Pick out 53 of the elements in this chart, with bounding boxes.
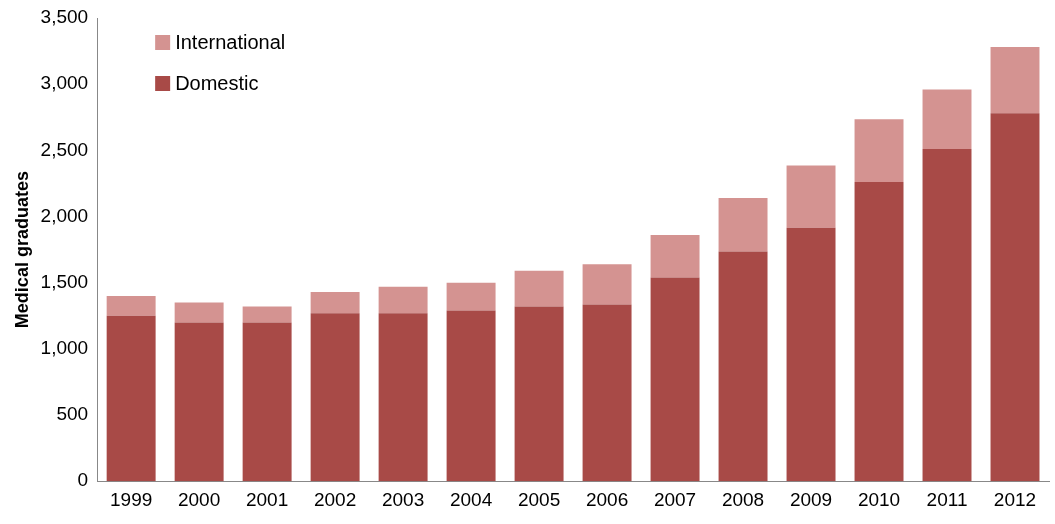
bar bbox=[174, 302, 224, 323]
bar bbox=[378, 286, 428, 314]
x-tick-label: 2005 bbox=[517, 488, 561, 510]
bar bbox=[650, 277, 700, 482]
bar bbox=[242, 322, 292, 482]
y-tick-label: 2,500 bbox=[40, 138, 89, 160]
bar bbox=[106, 295, 156, 316]
x-tick-label: 2010 bbox=[857, 488, 901, 510]
bar bbox=[514, 270, 564, 307]
bar bbox=[922, 149, 972, 482]
y-tick-label: 1,500 bbox=[40, 270, 89, 292]
x-tick-label: 2003 bbox=[381, 488, 425, 510]
bar bbox=[174, 322, 224, 482]
x-tick-label: 2008 bbox=[721, 488, 765, 510]
y-tick-label: 3,000 bbox=[40, 72, 89, 94]
y-tick-label: 3,500 bbox=[40, 6, 89, 28]
x-tick-label: 2004 bbox=[449, 488, 493, 510]
bar bbox=[786, 165, 836, 228]
x-tick-label: 2001 bbox=[245, 488, 289, 510]
bar bbox=[990, 47, 1040, 114]
x-tick-label: 2000 bbox=[177, 488, 221, 510]
x-tick-label: 2007 bbox=[653, 488, 697, 510]
bar bbox=[242, 306, 292, 323]
y-tick-label: 0 bbox=[77, 469, 89, 491]
bar bbox=[582, 304, 632, 482]
x-tick-label: 2011 bbox=[926, 488, 968, 510]
bar bbox=[378, 313, 428, 482]
bar bbox=[718, 197, 768, 252]
y-tick-label: 2,000 bbox=[40, 204, 89, 226]
y-tick-label: 1,000 bbox=[40, 337, 89, 359]
y-tick-label: 500 bbox=[56, 403, 89, 425]
bar bbox=[922, 89, 972, 150]
x-tick-label: 2009 bbox=[789, 488, 833, 510]
bar bbox=[650, 235, 700, 278]
bar bbox=[582, 264, 632, 305]
x-tick-label: 2002 bbox=[313, 488, 357, 510]
bar bbox=[854, 182, 904, 482]
x-tick-label: 1999 bbox=[110, 488, 153, 510]
bar bbox=[514, 306, 564, 482]
bar bbox=[786, 227, 836, 482]
bar bbox=[446, 282, 496, 311]
x-tick-label: 2012 bbox=[993, 488, 1037, 510]
bar bbox=[310, 313, 360, 482]
bar bbox=[310, 291, 360, 314]
legend-label: International bbox=[175, 30, 286, 53]
bar bbox=[990, 113, 1040, 482]
bar bbox=[854, 119, 904, 183]
x-tick-label: 2006 bbox=[585, 488, 629, 510]
bar bbox=[446, 310, 496, 482]
bar bbox=[718, 251, 768, 482]
bar bbox=[106, 315, 156, 482]
legend-label: Domestic bbox=[175, 71, 259, 94]
y-axis-title: Medical graduates bbox=[11, 171, 32, 329]
